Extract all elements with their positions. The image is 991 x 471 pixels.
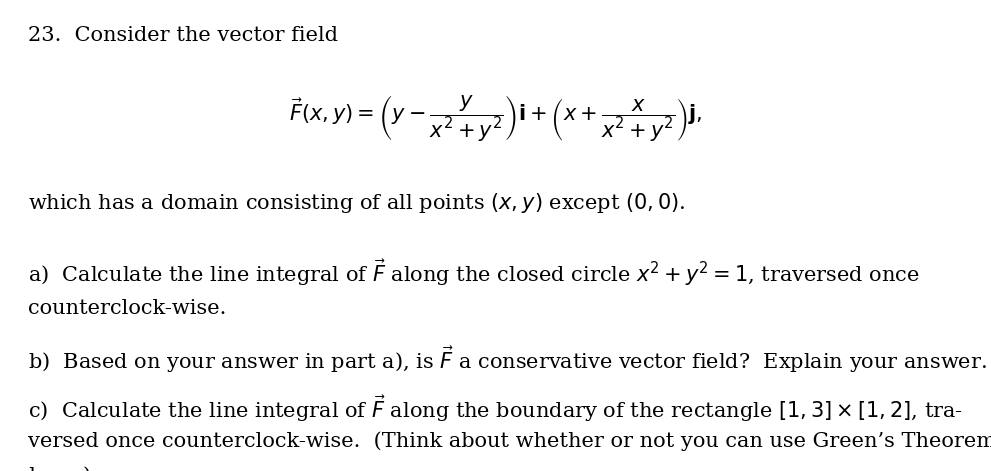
- Text: c)  Calculate the line integral of $\vec{F}$ along the boundary of the rectangle: c) Calculate the line integral of $\vec{…: [28, 393, 962, 424]
- Text: a)  Calculate the line integral of $\vec{F}$ along the closed circle $x^2 + y^2 : a) Calculate the line integral of $\vec{…: [28, 257, 920, 287]
- Text: counterclock-wise.: counterclock-wise.: [28, 299, 226, 318]
- Text: versed once counterclock-wise.  (Think about whether or not you can use Green’s : versed once counterclock-wise. (Think ab…: [28, 431, 991, 451]
- Text: 23.  Consider the vector field: 23. Consider the vector field: [28, 26, 338, 45]
- Text: which has a domain consisting of all points $(x,y)$ except $(0,0)$.: which has a domain consisting of all poi…: [28, 191, 686, 215]
- Text: b)  Based on your answer in part a), is $\vec{F}$ a conservative vector field?  : b) Based on your answer in part a), is $…: [28, 344, 987, 374]
- Text: $\vec{F}(x,y) = \left(y - \dfrac{y}{x^2+y^2}\right)\mathbf{i} + \left(x + \dfrac: $\vec{F}(x,y) = \left(y - \dfrac{y}{x^2+…: [289, 94, 702, 144]
- Text: here.): here.): [28, 466, 91, 471]
